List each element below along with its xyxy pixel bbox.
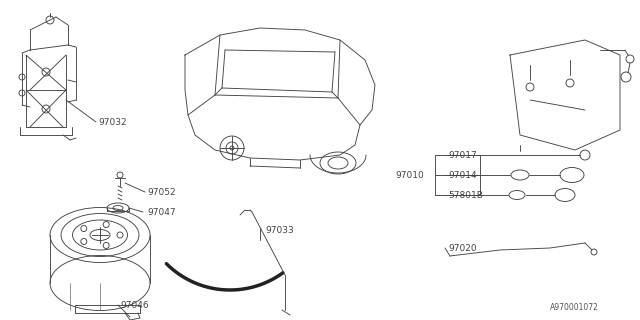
Text: 97046: 97046 (120, 301, 148, 310)
Text: 57801B: 57801B (448, 190, 483, 199)
Text: 97014: 97014 (448, 171, 477, 180)
Text: 97052: 97052 (147, 188, 175, 196)
Text: 97047: 97047 (147, 207, 175, 217)
Text: A970001072: A970001072 (550, 303, 599, 313)
Text: 97010: 97010 (395, 171, 424, 180)
Text: 97032: 97032 (98, 117, 127, 126)
Text: 97017: 97017 (448, 150, 477, 159)
Text: 97033: 97033 (265, 226, 294, 235)
Text: 97020: 97020 (448, 244, 477, 252)
